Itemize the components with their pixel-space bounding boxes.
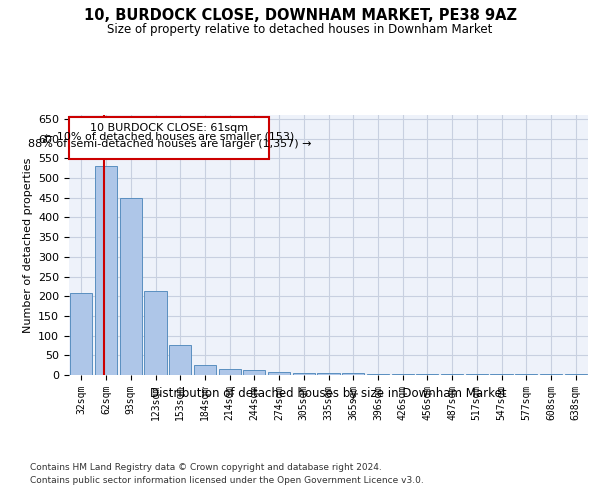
Bar — [268, 372, 290, 375]
Bar — [367, 374, 389, 375]
Text: Distribution of detached houses by size in Downham Market: Distribution of detached houses by size … — [151, 388, 507, 400]
Bar — [515, 374, 538, 375]
Bar — [540, 374, 562, 375]
Bar — [218, 369, 241, 375]
Text: 10, BURDOCK CLOSE, DOWNHAM MARKET, PE38 9AZ: 10, BURDOCK CLOSE, DOWNHAM MARKET, PE38 … — [83, 8, 517, 22]
Text: ← 10% of detached houses are smaller (153): ← 10% of detached houses are smaller (15… — [44, 131, 295, 141]
Bar — [243, 370, 265, 375]
Bar — [565, 374, 587, 375]
Bar — [95, 166, 117, 375]
Bar — [342, 373, 364, 375]
Bar — [416, 374, 439, 375]
Bar — [441, 374, 463, 375]
Bar — [70, 293, 92, 375]
Text: Contains HM Land Registry data © Crown copyright and database right 2024.: Contains HM Land Registry data © Crown c… — [30, 462, 382, 471]
Text: 10 BURDOCK CLOSE: 61sqm: 10 BURDOCK CLOSE: 61sqm — [90, 123, 248, 133]
Bar — [392, 374, 414, 375]
Bar — [169, 346, 191, 375]
Bar — [194, 365, 216, 375]
FancyBboxPatch shape — [70, 117, 269, 159]
Bar — [317, 373, 340, 375]
Bar — [293, 372, 315, 375]
Y-axis label: Number of detached properties: Number of detached properties — [23, 158, 32, 332]
Bar — [466, 374, 488, 375]
Text: 88% of semi-detached houses are larger (1,357) →: 88% of semi-detached houses are larger (… — [28, 139, 311, 149]
Bar — [490, 374, 512, 375]
Bar — [145, 292, 167, 375]
Text: Contains public sector information licensed under the Open Government Licence v3: Contains public sector information licen… — [30, 476, 424, 485]
Bar — [119, 198, 142, 375]
Text: Size of property relative to detached houses in Downham Market: Size of property relative to detached ho… — [107, 22, 493, 36]
